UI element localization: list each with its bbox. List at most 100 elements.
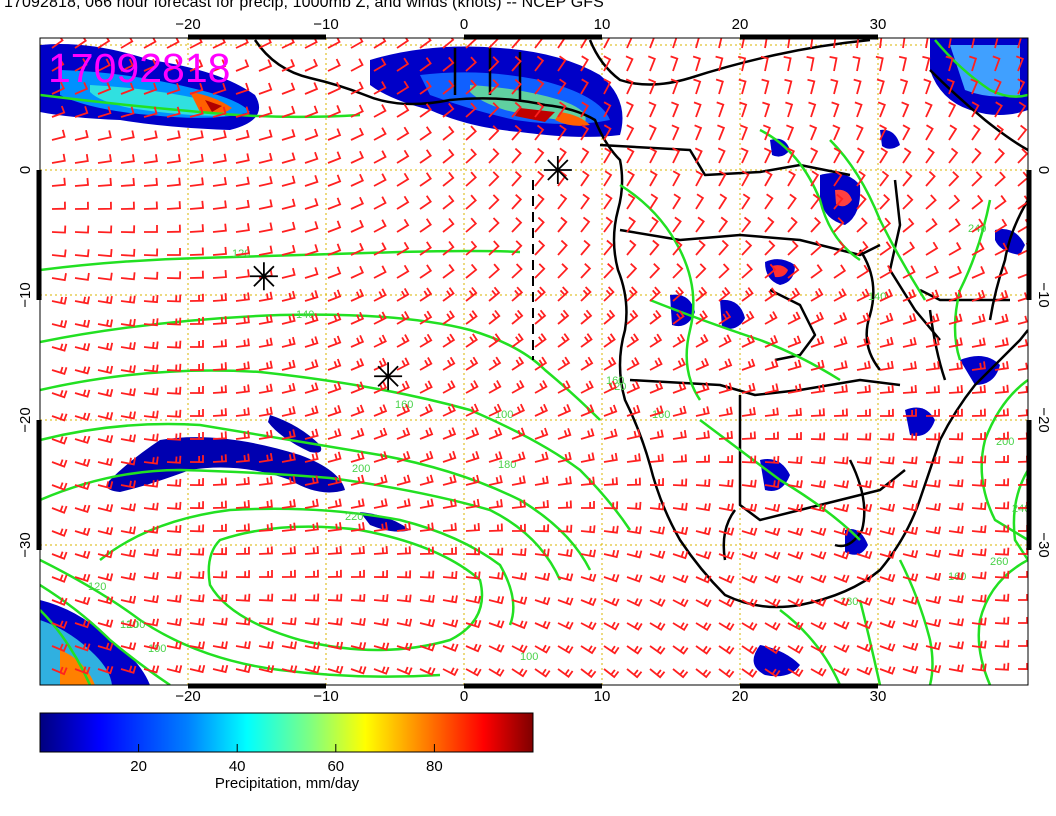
wind-barb [603,147,612,164]
wind-barb [833,217,845,233]
wind-barb [419,594,435,603]
wind-barb [258,665,275,674]
wind-barb [74,201,89,210]
wind-barb [534,668,551,678]
wind-barb [488,148,500,164]
wind-barb [879,432,895,441]
wind-barb [143,641,160,650]
wind-barb [327,593,343,602]
wind-barb [143,130,158,141]
wind-barb [97,201,112,210]
wind-barb [97,435,114,444]
wind-barb [534,55,545,72]
wind-barb [853,78,862,95]
wind-barb [994,547,1010,556]
wind-barb [143,548,159,557]
wind-barb [580,216,591,233]
wind-barb [465,102,477,118]
wind-barb [442,56,455,72]
colorbar-tick-label: 40 [228,758,246,775]
wind-barb [143,525,159,534]
wind-barb [373,666,390,675]
wind-barb [419,380,433,394]
wind-barb [787,456,803,465]
wind-barb [603,380,617,394]
wind-barb [925,503,941,512]
wind-barb [557,476,572,486]
wind-barb [534,286,546,302]
wind-barb [971,38,976,49]
wind-barb [97,249,113,258]
wind-barb [971,432,986,441]
wind-barb [74,272,90,281]
wind-barb [281,198,296,210]
wind-barb [120,618,137,628]
wind-barb [764,598,781,608]
wind-barb [166,38,180,49]
wind-barb [488,125,500,141]
wind-barb [419,427,434,440]
wind-barb [900,78,909,95]
wind-barb [396,404,411,417]
wind-barb [833,336,848,348]
wind-barb [488,263,500,279]
wind-barb [143,502,159,511]
wind-barb [534,548,550,557]
wind-barb [74,527,91,537]
wind-barb [74,666,91,675]
wind-barb [373,570,388,579]
wind-barb [51,153,66,164]
wind-barb [350,38,364,49]
wind-barb [672,454,687,463]
wind-barb [971,640,987,649]
wind-barb [764,359,779,371]
wind-barb [97,154,112,164]
wind-barb [419,241,432,256]
wind-barb [994,408,1009,417]
wind-barb [580,38,588,49]
wind-barb [557,193,568,210]
wind-barb [626,216,636,233]
wind-barb [649,429,664,440]
wind-barb [442,380,456,394]
wind-barb [258,499,273,509]
wind-barb [994,337,1009,348]
wind-barb [97,642,114,651]
wind-barb [350,666,367,675]
wind-barb [97,458,114,467]
wind-barb [235,361,250,371]
wind-barb [672,147,681,164]
wind-barb [465,667,482,677]
wind-barb [166,154,181,164]
wind-barb [925,385,940,394]
wind-barb [488,56,500,72]
wind-barb [281,59,296,72]
wind-barb [396,80,410,95]
wind-barb [649,216,659,233]
wind-barb [166,201,181,210]
wind-barb [120,642,137,651]
wind-barb [971,525,987,534]
wind-barb [603,216,614,233]
wind-barb [994,148,1005,164]
wind-barb [350,104,364,118]
wind-barb [511,403,525,417]
wind-barb [488,79,500,95]
wind-barb [902,432,918,441]
wind-barb [281,129,296,141]
wind-barb [534,193,545,210]
wind-barb [143,595,159,604]
wind-barb [971,361,986,371]
wind-barb [626,574,643,583]
wind-barb [626,526,642,535]
wind-barb [511,124,522,141]
wind-barb [833,360,848,371]
wind-barb [327,174,342,187]
wind-barb [786,124,795,141]
map-title: 17092818, 066 hour forecast for precip, … [4,0,604,11]
wind-barb [97,225,113,234]
wind-barb [258,406,273,417]
wind-barb [304,359,319,371]
wind-barb [74,249,90,258]
wind-barb [281,617,297,626]
